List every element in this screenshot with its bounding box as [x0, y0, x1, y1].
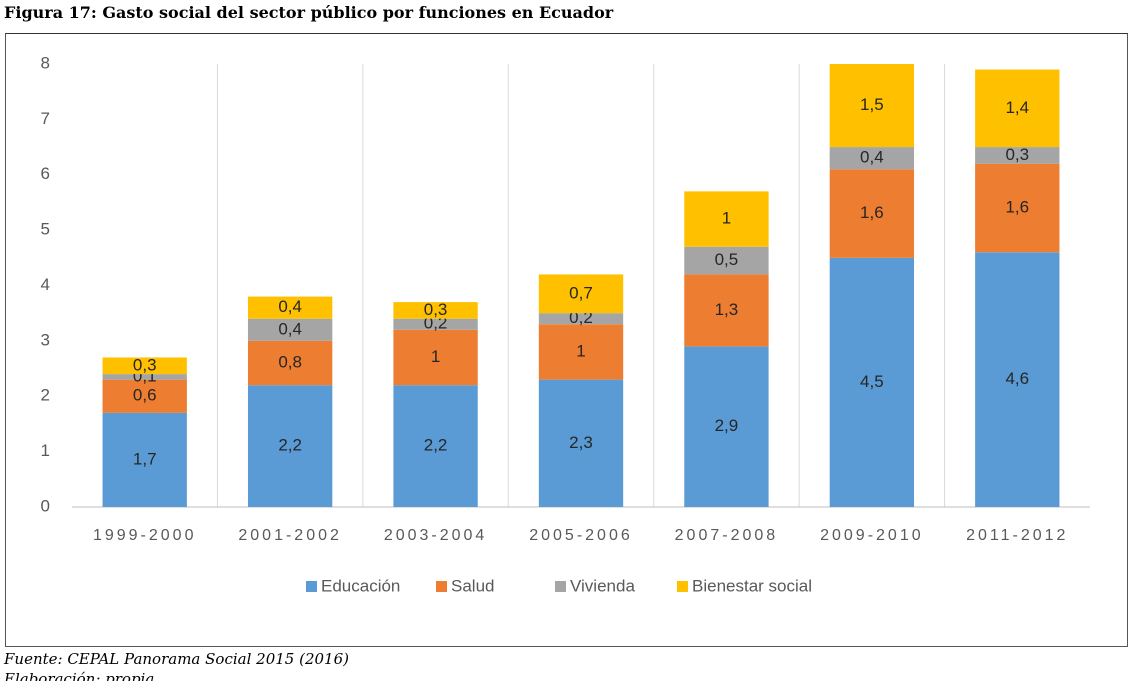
value-label: 4,5 — [860, 372, 884, 391]
y-tick-label: 2 — [41, 386, 50, 405]
x-tick-label: 2009-2010 — [820, 527, 924, 544]
bar-segment — [975, 147, 1060, 164]
value-label: 0,4 — [860, 148, 884, 167]
y-tick-label: 5 — [41, 220, 50, 239]
bar-segment — [102, 357, 187, 375]
value-label: 0,6 — [133, 386, 157, 405]
bar-segment — [684, 191, 769, 247]
value-label: 0,4 — [278, 297, 302, 316]
value-label: 2,2 — [278, 436, 302, 455]
bar-segment — [538, 324, 624, 380]
bar-segment — [538, 379, 624, 507]
source-note: Fuente: CEPAL Panorama Social 2015 (2016… — [4, 650, 349, 668]
x-tick-label: 1999-2000 — [93, 527, 197, 544]
value-label: 0,5 — [715, 250, 739, 269]
bar-segment — [975, 252, 1060, 507]
y-tick-label: 8 — [41, 53, 50, 72]
value-label: 1 — [576, 341, 585, 360]
y-tick-label: 0 — [41, 496, 50, 515]
bar-segment — [247, 318, 333, 341]
value-label: 2,2 — [424, 436, 448, 455]
y-tick-label: 3 — [41, 330, 50, 349]
y-tick-label: 7 — [41, 109, 50, 128]
legend-label: Bienestar social — [692, 576, 812, 595]
legend-label: Vivienda — [570, 576, 635, 595]
value-label: 1,7 — [133, 449, 157, 468]
x-tick-label: 2001-2002 — [238, 527, 342, 544]
value-label: 2,9 — [715, 416, 739, 435]
value-label: 1 — [431, 347, 440, 366]
value-label: 0,3 — [1005, 145, 1029, 164]
legend-label: Educación — [321, 576, 400, 595]
bar-segment — [102, 379, 187, 413]
legend-swatch — [555, 581, 566, 592]
bar-segment — [829, 257, 915, 507]
x-tick-label: 2007-2008 — [675, 527, 779, 544]
value-label: 0,3 — [424, 300, 448, 319]
figure-title: Figura 17: Gasto social del sector públi… — [4, 3, 614, 22]
value-label: 1,4 — [1005, 98, 1029, 117]
value-label: 1,5 — [860, 95, 884, 114]
y-tick-label: 6 — [41, 164, 50, 183]
value-label: 1,6 — [860, 203, 884, 222]
value-label: 1,6 — [1005, 197, 1029, 216]
x-tick-label: 2003-2004 — [384, 527, 488, 544]
bar-segment — [247, 296, 333, 319]
bar-segment — [975, 69, 1060, 148]
value-label: 0,8 — [278, 353, 302, 372]
bar-segment — [393, 385, 478, 507]
y-tick-label: 4 — [41, 275, 50, 294]
value-label: 0,4 — [278, 319, 302, 338]
bar-segment — [247, 385, 333, 507]
bar-segment — [975, 163, 1060, 253]
bar-segment — [829, 64, 915, 148]
bar-segment — [393, 318, 478, 330]
value-label: 4,6 — [1005, 369, 1029, 388]
value-label: 0,7 — [569, 283, 593, 302]
author-note: Elaboración: propia — [4, 670, 155, 681]
bar-segment — [684, 246, 769, 275]
y-tick-label: 1 — [41, 441, 50, 460]
bar-segment — [247, 340, 333, 386]
bar-segment — [538, 274, 624, 314]
bar-segment — [393, 302, 478, 319]
value-label: 1,3 — [715, 300, 739, 319]
x-tick-label: 2011-2012 — [966, 527, 1068, 544]
bar-segment — [829, 169, 915, 258]
legend-swatch — [306, 581, 317, 592]
value-label: 1 — [722, 209, 731, 228]
bar-segment — [684, 346, 769, 507]
legend-swatch — [436, 581, 447, 592]
value-label: 0,3 — [133, 355, 157, 374]
bar-segment — [538, 313, 624, 325]
bar-segment — [829, 147, 915, 170]
legend-swatch — [677, 581, 688, 592]
chart-frame — [5, 33, 1128, 647]
value-label: 2,3 — [569, 433, 593, 452]
x-tick-label: 2005-2006 — [529, 527, 633, 544]
bar-segment — [102, 374, 187, 380]
legend-label: Salud — [451, 576, 494, 595]
bar-segment — [393, 329, 478, 386]
bar-segment — [684, 274, 769, 347]
bar-segment — [102, 412, 187, 507]
